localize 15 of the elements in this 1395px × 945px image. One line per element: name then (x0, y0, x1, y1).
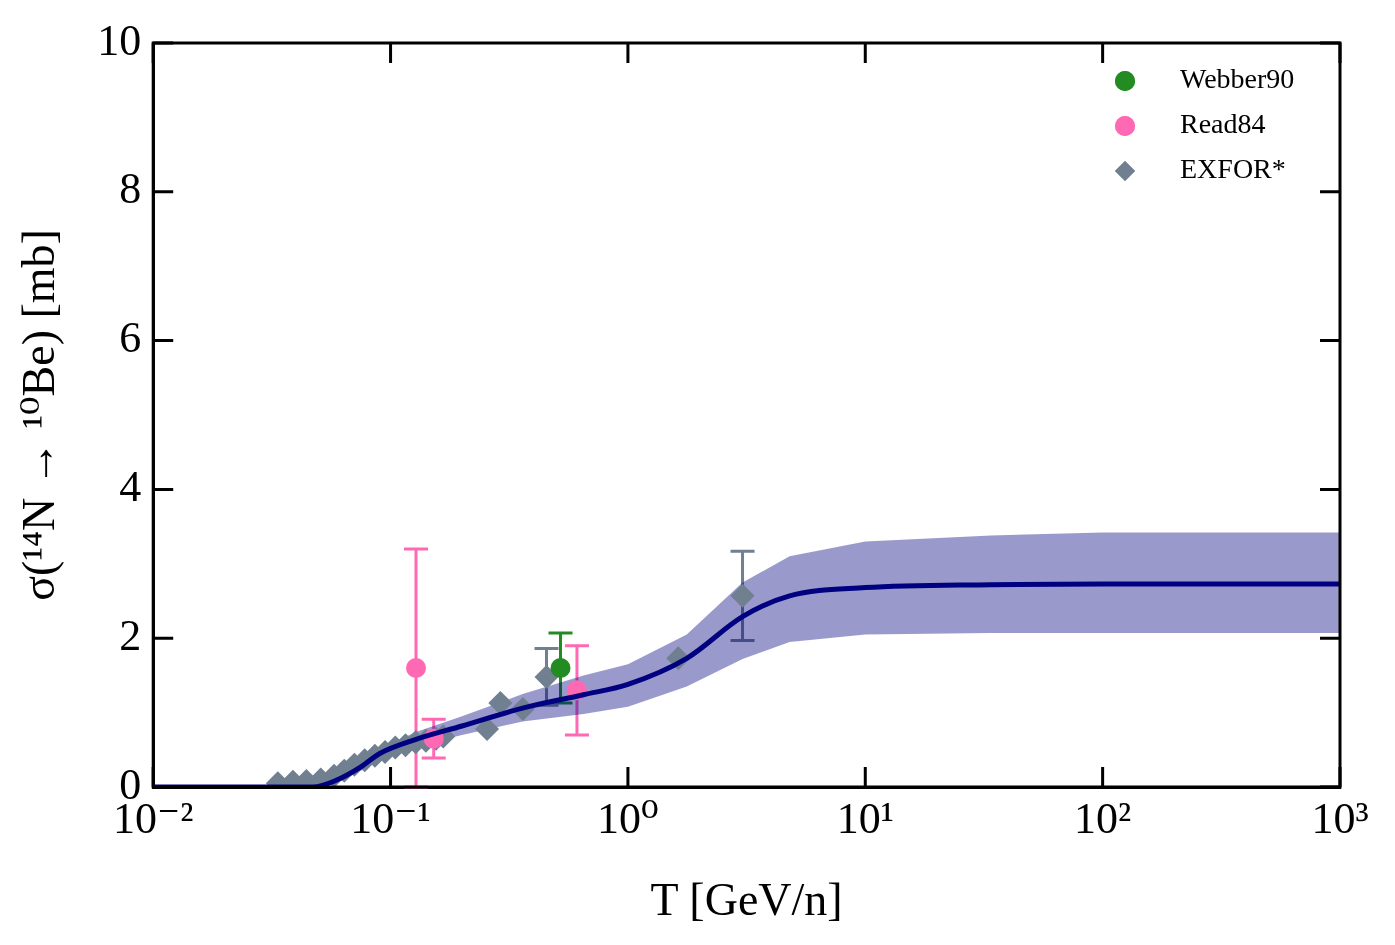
y-tick-label: 10 (97, 15, 142, 65)
y-tick-label: 6 (119, 313, 142, 363)
legend-label: Webber90 (1180, 63, 1295, 95)
x-axis-title: T [GeV/n] (650, 874, 843, 926)
y-tick-label: 4 (119, 461, 142, 511)
legend-label: EXFOR* (1180, 153, 1286, 185)
legend-label: Read84 (1180, 108, 1266, 140)
y-tick-label: 8 (119, 164, 142, 214)
x-tick-label: 10³ (1311, 793, 1369, 843)
x-tick-label: 10¹ (836, 793, 894, 843)
x-tick-label: 10⁻¹ (350, 793, 431, 843)
y-axis-title: σ(¹⁴N → ¹⁰Be) [mb] (12, 229, 64, 601)
x-tick-label: 10² (1074, 793, 1132, 843)
x-tick-label: 10⁰ (597, 793, 659, 843)
y-tick-label: 2 (119, 610, 142, 660)
